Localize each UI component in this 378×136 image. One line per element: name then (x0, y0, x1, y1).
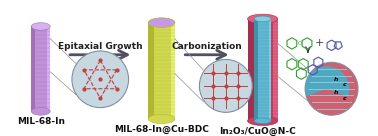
Text: Carbonization: Carbonization (172, 42, 242, 51)
Polygon shape (149, 23, 154, 119)
Polygon shape (171, 23, 175, 119)
Ellipse shape (254, 118, 271, 124)
Circle shape (305, 62, 358, 115)
Text: In₂O₃/CuO@N-C: In₂O₃/CuO@N-C (220, 126, 296, 136)
Text: O: O (297, 41, 302, 46)
Text: MIL-68-In: MIL-68-In (17, 117, 65, 126)
Text: Epitaxial Growth: Epitaxial Growth (58, 42, 143, 51)
Polygon shape (35, 26, 47, 111)
Ellipse shape (149, 114, 175, 124)
Polygon shape (154, 23, 171, 119)
Polygon shape (47, 26, 50, 111)
Circle shape (199, 59, 252, 112)
Ellipse shape (254, 16, 271, 22)
Ellipse shape (248, 14, 278, 24)
Polygon shape (254, 19, 273, 121)
Polygon shape (269, 19, 271, 121)
Polygon shape (31, 26, 35, 111)
Ellipse shape (149, 18, 175, 27)
Text: h: h (334, 90, 339, 95)
Text: c: c (343, 96, 347, 101)
Ellipse shape (31, 23, 50, 30)
Polygon shape (248, 19, 254, 121)
Ellipse shape (149, 18, 175, 27)
Polygon shape (257, 19, 269, 121)
Ellipse shape (248, 116, 278, 126)
Text: MIL-68-In@Cu-BDC: MIL-68-In@Cu-BDC (114, 125, 209, 134)
Text: +: + (314, 38, 324, 48)
Polygon shape (254, 19, 257, 121)
Text: h: h (334, 77, 339, 82)
Polygon shape (273, 19, 278, 121)
Text: c: c (343, 82, 347, 87)
Circle shape (72, 51, 129, 108)
Ellipse shape (31, 108, 50, 115)
Wedge shape (304, 66, 349, 96)
